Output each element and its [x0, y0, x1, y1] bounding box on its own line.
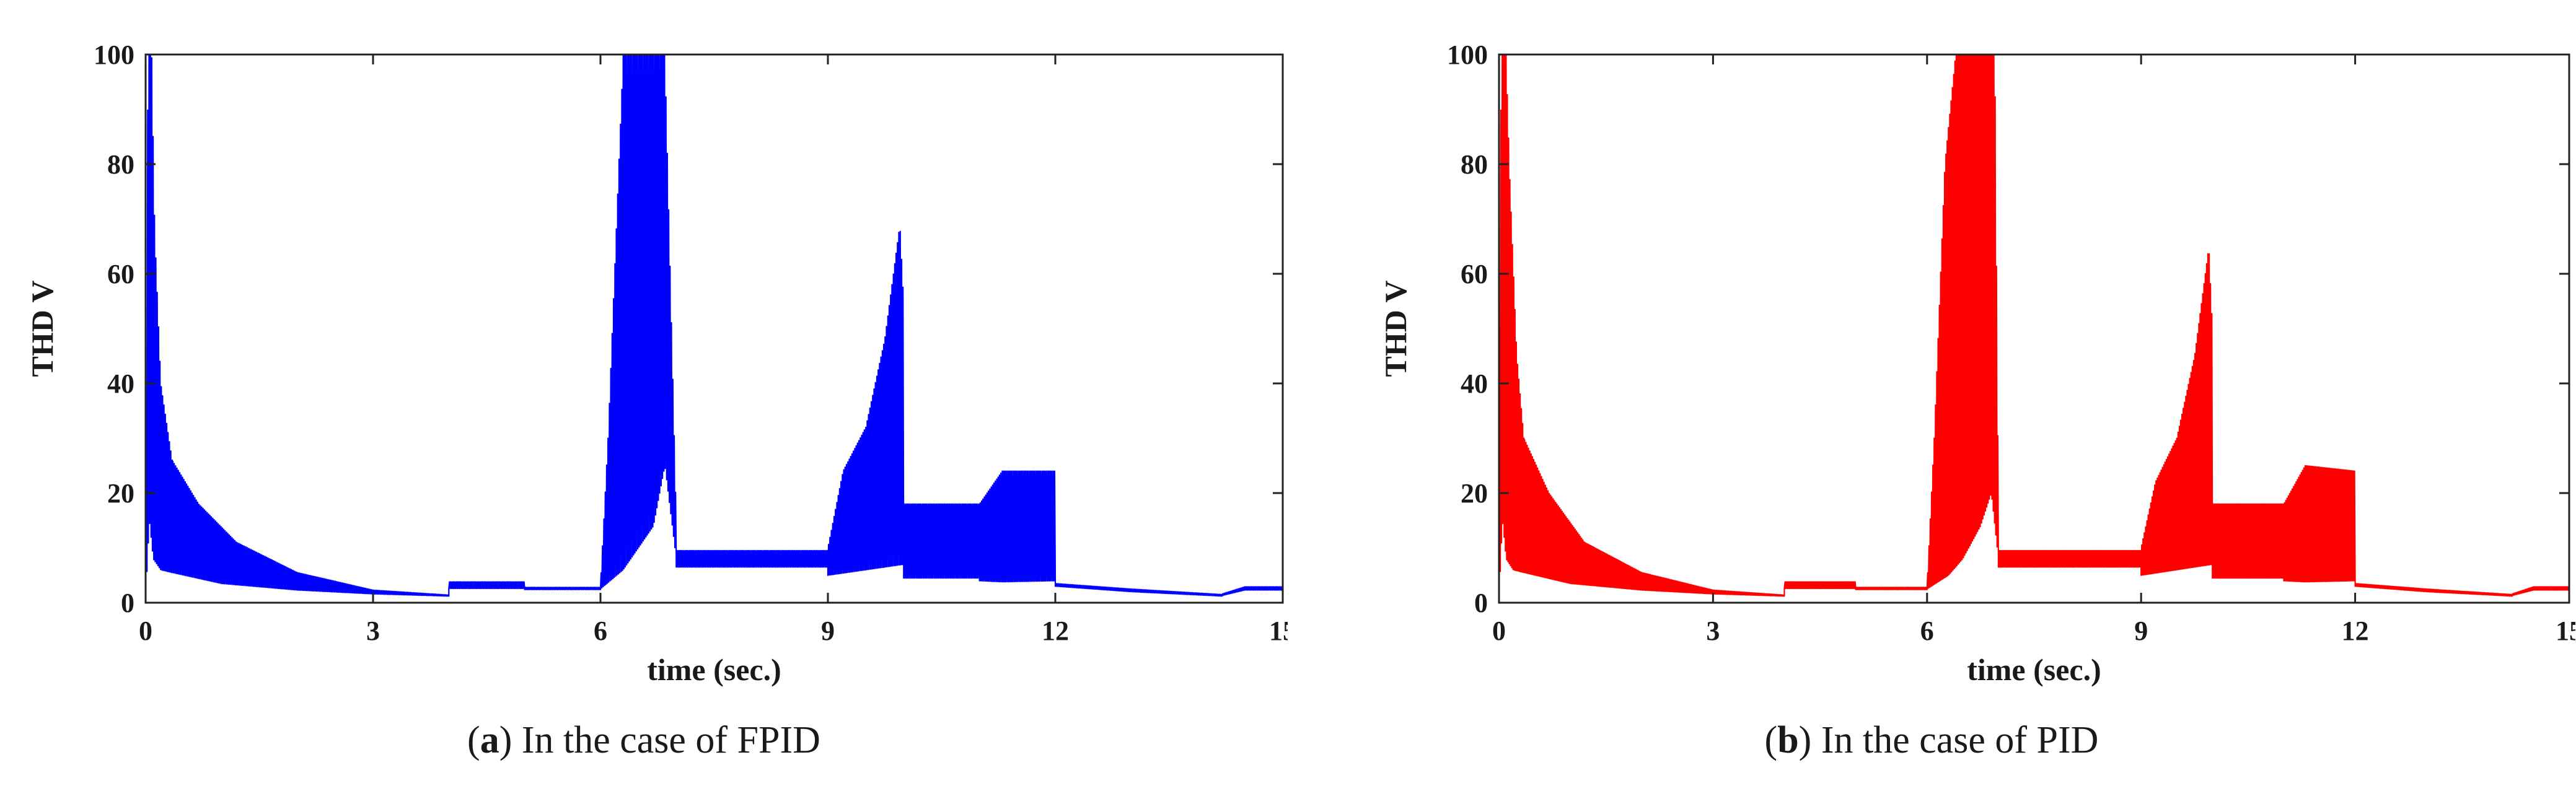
chart-a-svg: 0 3 6 9 12 15 0 20 40 60 80 100 time (sec.) THD V [25, 40, 1288, 687]
y-tick-label-a-5: 100 [94, 40, 134, 70]
x-tick-label-b-4: 12 [2342, 616, 2369, 646]
x-tick-label-b-1: 3 [1706, 616, 1720, 646]
y-tick-label-a-3: 60 [107, 259, 134, 289]
plot-frame-a [144, 53, 1284, 604]
x-tick-label-b-3: 9 [2134, 616, 2148, 646]
caption-b-letter: b [1777, 719, 1799, 761]
x-tick-label-a-1: 3 [366, 616, 380, 646]
y-tick-label-b-0: 0 [1474, 588, 1488, 618]
caption-b-text: ) In the case of PID [1798, 719, 2099, 761]
caption-a-letter: a [480, 719, 499, 761]
series-line-b-0 [1499, 55, 2569, 600]
x-tick-label-b-2: 6 [1920, 616, 1934, 646]
plot-frame-b [1498, 53, 2570, 604]
caption-a: (a) In the case of FPID [467, 719, 820, 761]
chart-b-svg: 0 3 6 9 12 15 0 20 40 60 80 100 time (sec.) THD V [1378, 40, 2575, 687]
y-tick-label-b-2: 40 [1461, 369, 1488, 399]
chart-panel-b: 0 3 6 9 12 15 0 20 40 60 80 100 time (sec.) THD V (b)… [1288, 0, 2575, 791]
y-tick-label-b-3: 60 [1461, 259, 1488, 289]
caption-a-text: ) In the case of FPID [499, 719, 820, 761]
x-tick-label-a-2: 6 [594, 616, 607, 646]
chart-panel-a: 0 3 6 9 12 15 0 20 40 60 80 100 time (sec.) THD V (a)… [25, 40, 1288, 761]
series-line-a-0 [146, 55, 1283, 600]
plot-area-a: 0 3 6 9 12 15 0 20 40 60 80 100 time (sec.) THD V [25, 40, 1288, 687]
y-tick-label-b-1: 20 [1461, 478, 1488, 509]
x-tick-label-a-3: 9 [821, 616, 835, 646]
y-tick-label-a-0: 0 [121, 588, 134, 618]
x-tick-label-a-4: 12 [1042, 616, 1069, 646]
x-tick-label-b-5: 15 [2556, 616, 2575, 646]
plot-area-b: 0 3 6 9 12 15 0 20 40 60 80 100 time (sec.) THD V [1378, 40, 2575, 687]
y-axis-label-a: THD V [25, 280, 59, 377]
y-tick-label-b-4: 80 [1461, 149, 1488, 180]
x-axis-label-b: time (sec.) [1967, 652, 2101, 687]
y-axis-label-b: THD V [1378, 280, 1413, 377]
caption-b: (b) In the case of PID [1764, 719, 2099, 761]
y-tick-label-a-2: 40 [107, 369, 134, 399]
x-tick-label-a-0: 0 [139, 616, 152, 646]
y-tick-label-a-1: 20 [107, 478, 134, 509]
x-tick-label-a-5: 15 [1269, 616, 1288, 646]
x-axis-label-a: time (sec.) [647, 652, 781, 687]
x-tick-label-b-0: 0 [1492, 616, 1506, 646]
y-tick-label-a-4: 80 [107, 149, 134, 180]
y-tick-label-b-5: 100 [1447, 40, 1488, 70]
